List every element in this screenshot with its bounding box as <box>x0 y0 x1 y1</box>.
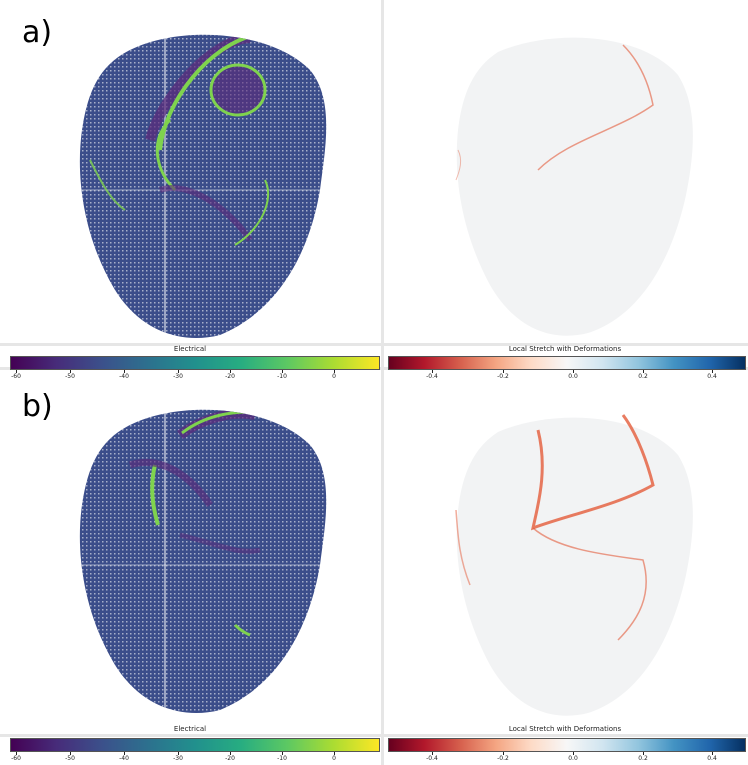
colorbar-stretch-b <box>388 738 746 752</box>
tick-mark <box>643 370 644 373</box>
tick-mark <box>16 370 17 373</box>
heart-stretch-a <box>455 37 693 336</box>
tick-mark <box>503 370 504 373</box>
colorbar-title-stretch-b: Local Stretch with Deformations <box>508 725 622 733</box>
tick-label: -50 <box>65 755 75 762</box>
tick-label: -30 <box>173 373 183 380</box>
tick-label: -0.2 <box>497 755 509 762</box>
tick-label: 0.0 <box>568 373 578 380</box>
tick-label: 0.2 <box>638 373 648 380</box>
horizontal-divider-top <box>0 343 748 346</box>
tick-mark <box>16 752 17 755</box>
tick-mark <box>712 370 713 373</box>
colorbar-electrical-a <box>10 356 380 370</box>
tick-label: -40 <box>119 755 129 762</box>
colorbar-title-stretch-a: Local Stretch with Deformations <box>508 345 622 353</box>
tick-label: 0.4 <box>707 755 717 762</box>
tick-mark <box>573 752 574 755</box>
tick-mark <box>712 752 713 755</box>
heart-electrical-b <box>79 409 327 714</box>
tick-label: 0.2 <box>638 755 648 762</box>
tick-mark <box>334 370 335 373</box>
tick-label: 0.4 <box>707 373 717 380</box>
tick-label: -10 <box>277 755 287 762</box>
tick-label: -20 <box>225 373 235 380</box>
tick-mark <box>503 752 504 755</box>
tick-mark <box>178 752 179 755</box>
tick-label: -0.4 <box>426 755 438 762</box>
tick-mark <box>432 370 433 373</box>
colorbar-electrical-b <box>10 738 380 752</box>
tick-mark <box>230 370 231 373</box>
tick-label: -60 <box>11 755 21 762</box>
colorbar-stretch-a <box>388 356 746 370</box>
tick-mark <box>643 752 644 755</box>
tick-mark <box>334 752 335 755</box>
vertical-divider <box>381 0 384 765</box>
tick-label: -30 <box>173 755 183 762</box>
tick-mark <box>573 370 574 373</box>
heart-electrical-a <box>79 34 327 339</box>
horizontal-divider-bottom <box>0 734 748 737</box>
tick-mark <box>432 752 433 755</box>
tick-label: -0.2 <box>497 373 509 380</box>
tick-mark <box>230 752 231 755</box>
tick-label: 0 <box>332 373 336 380</box>
tick-mark <box>70 752 71 755</box>
heart-stretch-b <box>455 414 693 716</box>
tick-label: 0 <box>332 755 336 762</box>
tick-label: 0.0 <box>568 755 578 762</box>
tick-mark <box>282 752 283 755</box>
tick-mark <box>178 370 179 373</box>
panel-label-a: a) <box>22 15 53 50</box>
tick-label: -0.4 <box>426 373 438 380</box>
tick-mark <box>70 370 71 373</box>
panel-label-b: b) <box>22 389 53 424</box>
colorbar-title-electrical-a: Electrical <box>173 345 207 353</box>
tick-label: -60 <box>11 373 21 380</box>
tick-label: -20 <box>225 755 235 762</box>
colorbar-title-electrical-b: Electrical <box>173 725 207 733</box>
tick-mark <box>124 370 125 373</box>
tick-mark <box>282 370 283 373</box>
tick-label: -10 <box>277 373 287 380</box>
tick-mark <box>124 752 125 755</box>
tick-label: -40 <box>119 373 129 380</box>
tick-label: -50 <box>65 373 75 380</box>
